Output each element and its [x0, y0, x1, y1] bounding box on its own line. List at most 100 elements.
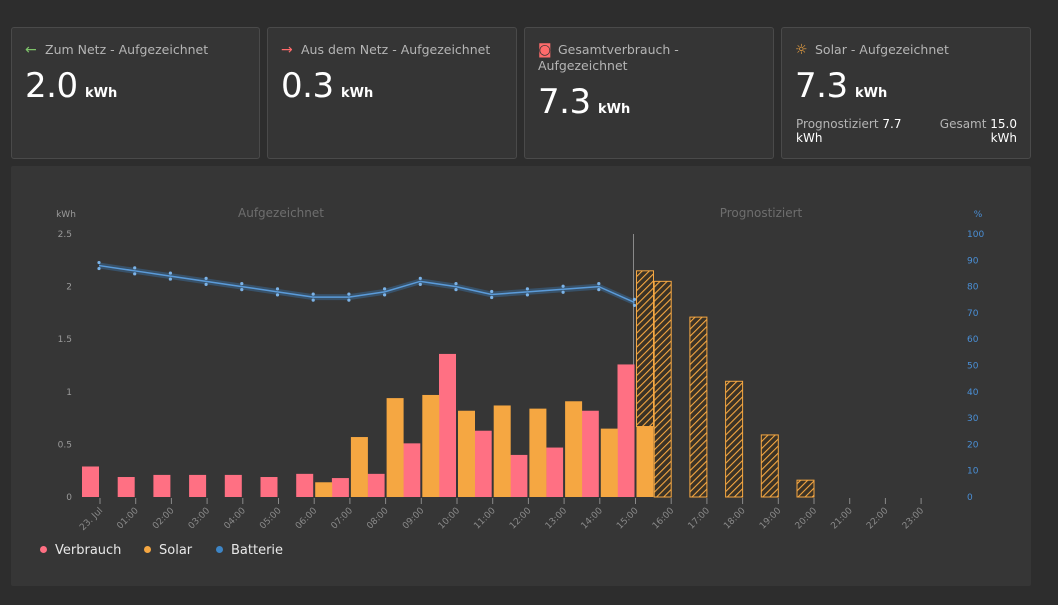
summary-card-2: → Aus dem Netz - Aufgezeichnet 0.3 kWh — [267, 27, 517, 159]
legend-item-solar[interactable]: Solar — [144, 543, 192, 558]
y-axis-left-unit: kWh — [56, 210, 76, 220]
battery-point — [490, 289, 494, 294]
battery-point — [383, 293, 387, 297]
x-tick-label: 09:00 — [401, 506, 427, 532]
bar-solar — [493, 405, 511, 497]
bar-solar — [315, 482, 333, 497]
legend-dot-battery — [216, 546, 223, 553]
card-value: 0.3 — [281, 66, 334, 106]
battery-point — [525, 293, 530, 297]
bar-solar-forecast — [725, 380, 744, 498]
card-unit: kWh — [598, 102, 631, 117]
battery-point — [525, 287, 530, 291]
bar-consumption — [474, 430, 492, 497]
forecast-unit: kWh — [796, 131, 823, 145]
card-unit: kWh — [341, 86, 374, 101]
y-tick-right: 70 — [967, 309, 979, 319]
battery-point — [204, 282, 208, 286]
battery-point — [204, 276, 208, 280]
x-tick-label: 15:00 — [615, 506, 641, 532]
x-tick-label: 03:00 — [187, 506, 213, 532]
y-tick-right: 0 — [967, 493, 973, 503]
y-tick-left: 1.5 — [58, 335, 72, 345]
battery-point — [133, 272, 137, 276]
energy-chart-panel: Aufgezeichnet Prognostiziert kWh% 0 0.5 1 1.5 2… — [11, 166, 1031, 586]
bar-solar — [458, 410, 475, 497]
card-unit: kWh — [855, 86, 888, 101]
battery-point — [490, 295, 494, 300]
legend-item-consumption[interactable]: Verbrauch — [40, 543, 121, 558]
bar-consumption — [331, 478, 349, 497]
x-tick-label: 05:00 — [258, 506, 284, 532]
sun-icon: ☼ — [795, 42, 808, 58]
arrow-right-icon: → — [281, 42, 293, 58]
x-tick-label: 08:00 — [365, 506, 391, 532]
y-tick-right: 90 — [967, 256, 979, 266]
legend-dot-solar — [144, 546, 151, 553]
card-title: → Aus dem Netz - Aufgezeichnet — [281, 42, 490, 58]
forecast-label: Prognostiziert — [796, 117, 879, 131]
section-label-recorded: Aufgezeichnet — [238, 206, 324, 220]
y-tick-right: 30 — [967, 414, 979, 424]
bar-consumption — [260, 477, 278, 497]
card-title: ☼ Solar - Aufgezeichnet — [795, 42, 949, 58]
bar-solar — [565, 401, 583, 497]
outlet-icon: ◙ — [538, 42, 552, 58]
x-tick-label: 14:00 — [580, 506, 606, 532]
bar-consumption — [617, 364, 635, 497]
legend-label-consumption: Verbrauch — [55, 543, 122, 558]
bar-consumption — [189, 474, 207, 497]
battery-point — [632, 303, 637, 307]
bar-solar-forecast — [796, 479, 815, 498]
x-tick-label: 12:00 — [508, 506, 534, 532]
x-tick-label: 22:00 — [865, 506, 891, 532]
legend-label-solar: Solar — [159, 543, 193, 558]
battery-point — [275, 293, 280, 297]
battery-point — [97, 260, 101, 265]
bar-consumption — [153, 474, 171, 497]
bar-consumption — [224, 474, 242, 497]
battery-point — [561, 290, 565, 294]
battery-point — [97, 266, 101, 271]
bar-solar-forecast — [636, 270, 654, 428]
card-title-text: Zum Netz - Aufgezeichnet — [45, 42, 209, 57]
card-value: 7.3 — [795, 66, 848, 106]
legend-dot-consumption — [40, 546, 47, 553]
bar-consumption — [367, 473, 385, 497]
y-tick-right: 80 — [967, 283, 979, 293]
y-tick-right: 20 — [967, 440, 979, 450]
card-title-text: Solar - Aufgezeichnet — [815, 42, 949, 57]
battery-point — [240, 288, 244, 292]
bar-solar — [422, 394, 440, 497]
total-label: Gesamt — [939, 117, 987, 131]
y-axis-right-unit: % — [974, 210, 983, 220]
battery-point — [454, 288, 458, 292]
battery-range-band — [99, 262, 635, 306]
bar-solar — [600, 428, 618, 497]
section-label-forecast: Prognostiziert — [720, 206, 803, 220]
y-tick-right: 40 — [967, 388, 979, 398]
y-tick-left: 0.5 — [58, 440, 72, 450]
x-tick-label: 10:00 — [437, 506, 463, 532]
x-tick-label: 23. Jul — [78, 506, 105, 533]
x-tick-label: 20:00 — [794, 506, 820, 532]
x-tick-label: 11:00 — [472, 506, 498, 532]
card-title-text: Gesamtverbrauch - Aufgezeichnet — [538, 42, 679, 73]
total-unit: kWh — [990, 131, 1017, 145]
y-tick-left: 2 — [66, 283, 72, 293]
bar-solar — [350, 437, 368, 497]
forecast-info: Prognostiziert 7.7 kWh — [796, 117, 901, 145]
battery-point — [383, 287, 387, 291]
battery-point — [168, 277, 172, 281]
x-tick-label: 02:00 — [151, 506, 177, 532]
x-tick-label: 13:00 — [544, 506, 570, 532]
legend-item-battery[interactable]: Batterie — [216, 543, 283, 558]
y-tick-right: 10 — [967, 467, 979, 477]
card-value: 2.0 — [25, 66, 78, 106]
bar-consumption — [296, 473, 314, 497]
summary-card-4: ☼ Solar - Aufgezeichnet 7.3 kWh Prognostizie… — [781, 27, 1031, 159]
battery-line — [98, 264, 635, 304]
forecast-value: 7.7 — [882, 117, 902, 131]
card-unit: kWh — [85, 86, 118, 101]
battery-point — [454, 282, 458, 286]
